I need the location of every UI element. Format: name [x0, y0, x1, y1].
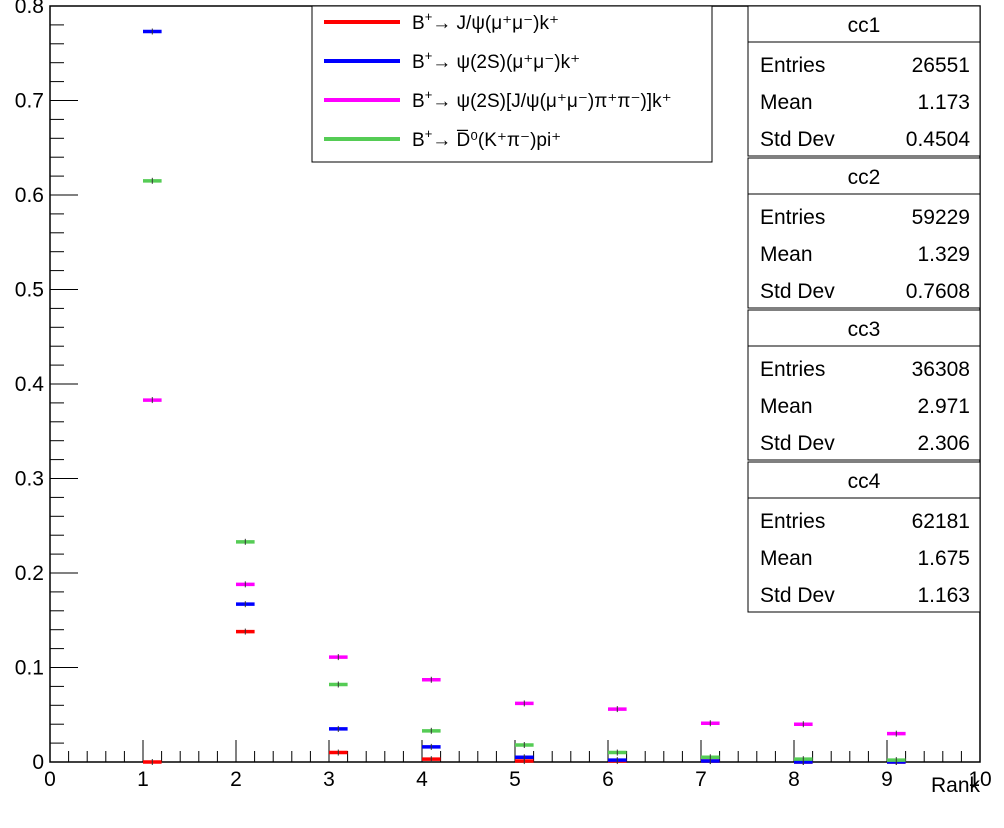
stats-label: Mean: [760, 395, 813, 418]
stats-label: Std Dev: [760, 584, 835, 607]
stats-boxes: cc1 Entries 26551 Mean 1.173 Std Dev 0.4504 cc2…: [747, 5, 981, 613]
data-marks: [143, 28, 906, 765]
x-tick-label: 10: [968, 768, 991, 791]
y-tick-label: 0.4: [15, 373, 45, 396]
stats-label: Mean: [760, 243, 813, 266]
stats-value: 2.971: [917, 395, 970, 418]
x-tick-label: 1: [137, 768, 149, 791]
stats-box-cc2: [747, 157, 981, 309]
x-tick-label: 8: [788, 768, 800, 791]
y-tick-label: 0.2: [15, 562, 44, 585]
x-tick-label: 0: [44, 768, 56, 791]
stats-title-cc1: cc1: [848, 14, 881, 37]
x-tick-label: 7: [695, 768, 707, 791]
y-tick-label: 0.5: [15, 279, 44, 302]
y-tick-label: 0.7: [15, 90, 44, 113]
legend-box: [311, 5, 713, 163]
legend: B+→ J/ψ(μ⁺μ⁻)k⁺ B+→ ψ(2S)(μ⁺μ⁻)k⁺ B+→ ψ(2S…: [311, 5, 713, 163]
legend-entry-cc1: B+→ J/ψ(μ⁺μ⁻)k⁺: [412, 9, 559, 34]
stats-value: 62181: [912, 510, 970, 533]
stats-value: 0.4504: [906, 128, 971, 151]
x-tick-label: 5: [509, 768, 521, 791]
stats-value: 1.163: [917, 584, 970, 607]
stats-label: Entries: [760, 54, 825, 77]
stats-value: 1.329: [917, 243, 970, 266]
x-tick-label: 4: [416, 768, 428, 791]
stats-value: 26551: [912, 54, 970, 77]
y-tick-label: 0.1: [15, 657, 44, 680]
x-tick-label: 6: [602, 768, 614, 791]
y-tick-label: 0.8: [15, 0, 44, 18]
stats-label: Entries: [760, 358, 825, 381]
x-tick-label: 2: [230, 768, 242, 791]
stats-label: Std Dev: [760, 280, 835, 303]
stats-title-cc4: cc4: [848, 470, 881, 493]
stats-label: Std Dev: [760, 432, 835, 455]
stats-label: Entries: [760, 510, 825, 533]
stats-label: Std Dev: [760, 128, 835, 151]
stats-value: 0.7608: [906, 280, 970, 303]
stats-label: Entries: [760, 206, 825, 229]
x-tick-label: 9: [881, 768, 893, 791]
stats-title-cc2: cc2: [848, 166, 881, 189]
x-tick-label: 3: [323, 768, 335, 791]
legend-entry-cc3: B+→ ψ(2S)[J/ψ(μ⁺μ⁻)π⁺π⁻)]k⁺: [412, 87, 672, 112]
y-tick-label: 0.3: [15, 468, 44, 491]
stats-box-cc3: [747, 309, 981, 461]
stats-box-cc4: [747, 461, 981, 613]
y-tick-label: 0: [32, 751, 44, 774]
legend-entry-cc4: B+→ D̅⁰(K⁺π⁻)pi⁺: [412, 126, 561, 151]
stats-box-cc1: [747, 5, 981, 157]
stats-label: Mean: [760, 547, 813, 570]
stats-value: 59229: [912, 206, 970, 229]
legend-entry-cc2: B+→ ψ(2S)(μ⁺μ⁻)k⁺: [412, 48, 580, 73]
y-tick-label: 0.6: [15, 184, 44, 207]
x-axis-label: Rank: [931, 774, 981, 797]
stats-value: 36308: [912, 358, 970, 381]
stats-value: 1.675: [917, 547, 970, 570]
stats-value: 2.306: [917, 432, 970, 455]
stats-title-cc3: cc3: [848, 318, 881, 341]
stats-label: Mean: [760, 91, 813, 114]
stats-value: 1.173: [917, 91, 970, 114]
